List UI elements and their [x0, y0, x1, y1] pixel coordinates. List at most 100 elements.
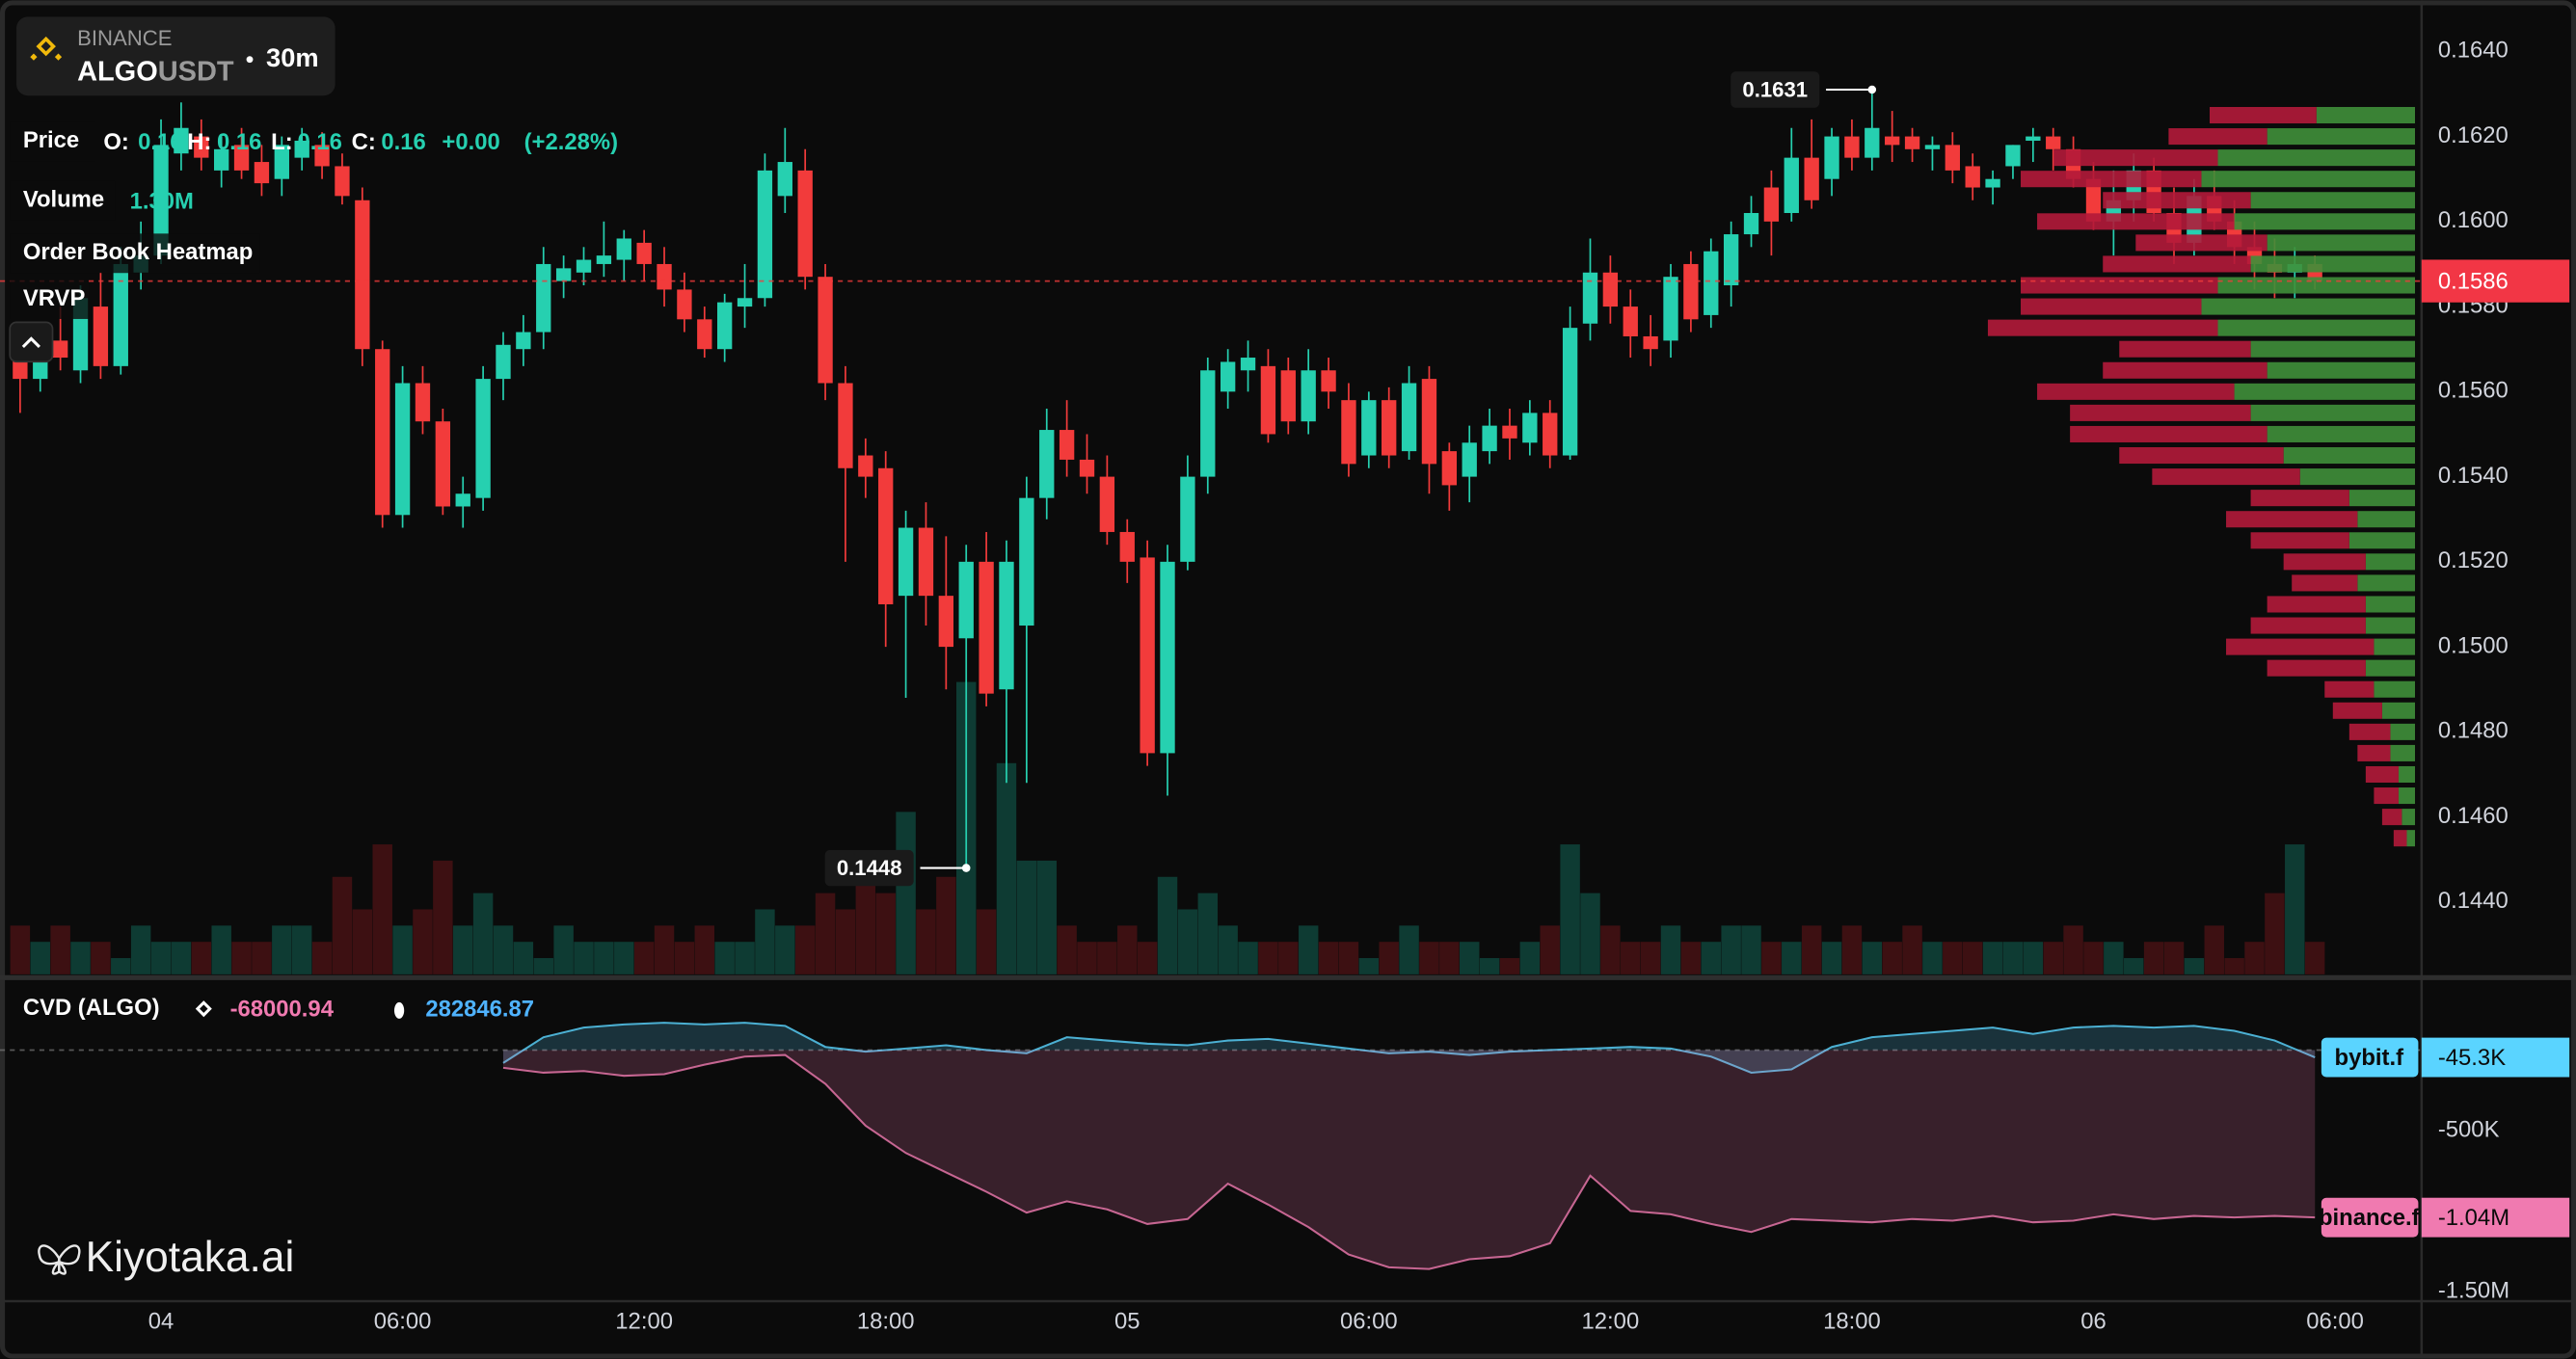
- series-value-box: [2421, 1037, 2570, 1078]
- volume-bar: [1157, 876, 1178, 974]
- candle-body: [2085, 178, 2102, 222]
- logo: Kiyotaka.ai: [86, 1234, 295, 1281]
- candle-body: [2026, 136, 2041, 141]
- vrvp-buy: [2201, 298, 2415, 315]
- candle-body: [254, 162, 270, 184]
- candle-body: [1140, 557, 1155, 754]
- exchange-icon: [30, 36, 63, 61]
- candle-body: [1623, 306, 1638, 336]
- candle-body: [1663, 277, 1678, 341]
- vrvp-buy: [2398, 787, 2415, 805]
- symbol-box[interactable]: [16, 16, 335, 96]
- candle-body: [1220, 361, 1236, 392]
- volume-bar: [1761, 942, 1782, 974]
- y-tick-label: -500K: [2438, 1116, 2500, 1142]
- vrvp-sell: [2021, 277, 2218, 294]
- annotation-bg: [824, 849, 914, 887]
- annotation-dot: [961, 864, 971, 872]
- vrvp-sell: [2267, 659, 2366, 677]
- candle-body: [1502, 425, 1517, 439]
- vrvp-buy: [2299, 468, 2415, 486]
- collapse-button[interactable]: [9, 321, 54, 363]
- volume-bar: [633, 942, 655, 974]
- candle-body: [516, 332, 531, 350]
- readout-label: H:: [187, 129, 211, 155]
- vrvp-sell: [2152, 468, 2300, 486]
- interval: 30m: [266, 42, 319, 72]
- vrvp-sell: [2070, 425, 2267, 442]
- volume-bar: [976, 909, 997, 974]
- readout-label: C:: [352, 129, 376, 155]
- vrvp-buy: [2201, 171, 2415, 188]
- candle-body: [777, 162, 792, 197]
- last-price-box: [2421, 259, 2570, 303]
- volume-bar: [1238, 942, 1258, 974]
- y-tick-label: 0.1620: [2438, 122, 2509, 148]
- legend-vrvp[interactable]: VRVP: [23, 285, 86, 311]
- candle-body: [174, 127, 189, 154]
- vrvp-sell: [1987, 319, 2218, 336]
- volume-bar: [252, 942, 272, 974]
- volume-bar: [1479, 958, 1500, 974]
- volume-bar: [2104, 942, 2124, 974]
- vrvp-sell: [2021, 298, 2202, 315]
- volume-bar: [1519, 942, 1541, 974]
- cvd-title[interactable]: CVD (ALGO): [23, 995, 160, 1021]
- volume-bar: [875, 893, 896, 974]
- candle-body: [1945, 145, 1960, 171]
- vrvp-sell: [2168, 128, 2267, 146]
- vrvp-sell: [2021, 171, 2202, 188]
- volume-bar: [835, 909, 856, 974]
- volume-bar: [1459, 942, 1480, 974]
- candle-body: [737, 298, 753, 307]
- vrvp-buy: [2357, 511, 2415, 528]
- candle-body: [214, 148, 229, 171]
- candle-body: [1844, 136, 1860, 158]
- vrvp-sell: [2037, 383, 2235, 400]
- volume-bar: [755, 909, 775, 974]
- candle-body: [1280, 370, 1296, 422]
- volume-bar: [332, 876, 353, 974]
- volume-bar: [1358, 958, 1380, 974]
- candle-body: [1643, 335, 1658, 350]
- candle-body: [697, 319, 712, 350]
- candle-body: [636, 242, 652, 264]
- plot-layer: 0.16310.14480.16400.16200.16000.15800.15…: [0, 38, 2570, 1334]
- volume-bar: [1982, 942, 2003, 974]
- volume-bar: [413, 909, 433, 974]
- volume-bar: [936, 876, 956, 974]
- volume-bar: [1097, 942, 1117, 974]
- legend-price[interactable]: Price: [23, 127, 79, 153]
- volume-bar: [1016, 860, 1037, 974]
- vrvp-buy: [2217, 277, 2415, 294]
- candle-body: [657, 263, 672, 290]
- vrvp-sell: [2357, 744, 2391, 761]
- candle-body: [1704, 251, 1719, 315]
- legend-bg: [10, 121, 95, 162]
- vrvp-sell: [2250, 617, 2366, 634]
- series-value-label: -1.04M: [2438, 1205, 2509, 1231]
- legend-volume[interactable]: Volume: [23, 187, 104, 213]
- legend-heatmap[interactable]: Order Book Heatmap: [23, 239, 254, 265]
- volume-bar: [150, 942, 172, 974]
- volume-bar: [1117, 925, 1138, 974]
- candle-body: [1482, 425, 1497, 452]
- y-tick-label: 0.1600: [2438, 207, 2509, 233]
- volume-bar: [2184, 958, 2205, 974]
- candle-body: [1562, 328, 1578, 456]
- symbol: ALGOUSDT: [77, 56, 234, 87]
- annotation-bg: [1731, 71, 1820, 108]
- volume-bar: [1701, 942, 1721, 974]
- change-pct: (+2.28%): [524, 129, 618, 155]
- volume-bar: [1902, 925, 1922, 974]
- vrvp-sell: [2037, 213, 2235, 230]
- candle-body: [1301, 370, 1316, 422]
- separator-dot: [246, 56, 254, 64]
- volume-bar: [1298, 925, 1319, 974]
- volume-bar: [1580, 893, 1600, 974]
- candle-body: [1059, 430, 1075, 460]
- volume-bar: [2143, 942, 2164, 974]
- bybit-icon: [393, 1001, 405, 1019]
- volume-bar: [231, 942, 252, 974]
- volume-bar: [674, 942, 695, 974]
